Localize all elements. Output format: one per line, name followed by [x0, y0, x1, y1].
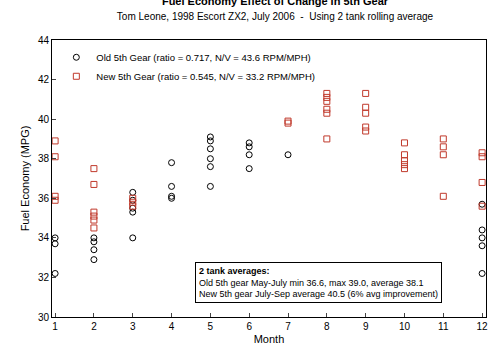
- svg-text:5: 5: [208, 321, 214, 332]
- svg-text:4: 4: [169, 321, 175, 332]
- svg-text:7: 7: [285, 321, 291, 332]
- svg-text:40: 40: [38, 114, 50, 125]
- svg-text:30: 30: [38, 312, 50, 323]
- svg-text:6: 6: [246, 321, 252, 332]
- svg-text:Month: Month: [254, 333, 285, 345]
- svg-text:Fuel Economy (MPG): Fuel Economy (MPG): [19, 126, 31, 232]
- svg-text:36: 36: [38, 193, 50, 204]
- svg-text:38: 38: [38, 153, 50, 164]
- svg-text:44: 44: [38, 35, 50, 46]
- svg-text:42: 42: [38, 74, 50, 85]
- svg-text:3: 3: [130, 321, 136, 332]
- svg-text:9: 9: [363, 321, 369, 332]
- svg-text:2 tank averages:Old 5th gear M: 2 tank averages:Old 5th gear May-July mi…: [199, 266, 438, 299]
- svg-text:10: 10: [399, 321, 411, 332]
- svg-text:34: 34: [38, 232, 50, 243]
- svg-text:2: 2: [91, 321, 97, 332]
- svg-text:Fuel Economy Effect of Change: Fuel Economy Effect of Change in 5th Gea…: [117, 0, 434, 22]
- svg-text:1: 1: [52, 321, 58, 332]
- svg-text:New 5th Gear (ratio = 0.545, N: New 5th Gear (ratio = 0.545, N/V = 33.2 …: [96, 71, 315, 82]
- svg-text:8: 8: [324, 321, 330, 332]
- svg-text:11: 11: [438, 321, 449, 332]
- svg-text:32: 32: [38, 272, 50, 283]
- svg-text:12: 12: [477, 321, 489, 332]
- svg-text:Old 5th Gear (ratio = 0.717, N: Old 5th Gear (ratio = 0.717, N/V = 43.6 …: [96, 52, 310, 63]
